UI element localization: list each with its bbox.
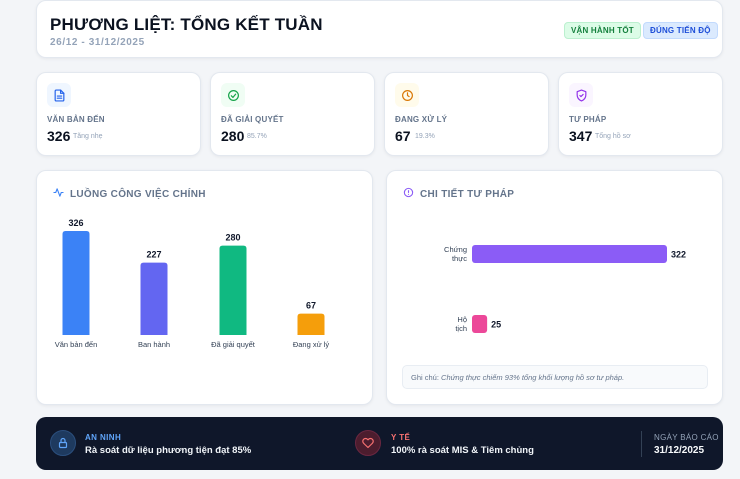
security-text: Rà soát dữ liệu phương tiện đạt 85%	[85, 445, 252, 456]
stat-sub: Tăng nhẹ	[73, 133, 103, 140]
workflow-bar-chart: 326 Văn bản đến 227 Ban hành 280 Đã giải quyế…	[55, 218, 330, 349]
info-circle-icon	[403, 187, 414, 201]
bar-value-label: 227	[146, 250, 161, 260]
status-badge: VẬN HÀNH TỐT	[564, 22, 641, 39]
footer-divider	[641, 431, 642, 457]
schedule-badge: ĐÚNG TIẾN ĐỘ	[643, 22, 718, 39]
x-tick-label: Đang xử lý	[293, 340, 330, 349]
stat-value: 67	[395, 128, 411, 144]
y-tick-label: tịch	[455, 324, 467, 333]
report-date: 31/12/2025	[654, 445, 705, 456]
y-tick-label: Hộ	[457, 315, 467, 324]
workflow-chart-card: LUỒNG CÔNG VIỆC CHÍNH 326 Văn bản đến 227 B…	[36, 170, 373, 405]
x-tick-label: Văn bản đến	[55, 340, 98, 349]
stat-value: 280	[221, 128, 245, 144]
y-tick-label: thực	[452, 254, 467, 263]
page-title: PHƯƠNG LIỆT: TỔNG KẾT TUẦN	[50, 15, 323, 34]
lock-icon	[50, 430, 76, 456]
clock-icon	[395, 83, 419, 107]
workflow-chart-title: LUỒNG CÔNG VIỆC CHÍNH	[70, 188, 206, 200]
security-label: AN NINH	[85, 433, 122, 442]
heart-icon	[355, 430, 381, 456]
stat-sub: 19.3%	[415, 133, 435, 140]
stat-label: ĐANG XỬ LÝ	[395, 115, 448, 124]
bar-value-label: 280	[225, 233, 240, 243]
stat-card-resolved: ĐÃ GIẢI QUYẾT 280 85.7%	[210, 72, 375, 156]
stat-sub: Tổng hồ sơ	[595, 133, 631, 140]
hbar	[472, 315, 488, 333]
chart-note: Ghi chú: Chứng thực chiếm 93% tổng khối …	[402, 365, 708, 389]
report-date-label: NGÀY BÁO CÁO	[654, 433, 719, 442]
date-range: 26/12 - 31/12/2025	[50, 37, 145, 48]
bar-value-label: 322	[671, 250, 686, 260]
stat-card-processing: ĐANG XỬ LÝ 67 19.3%	[384, 72, 549, 156]
activity-icon	[53, 187, 64, 201]
footer-bar: AN NINH Rà soát dữ liệu phương tiện đạt …	[36, 417, 723, 470]
bar-value-label: 67	[306, 301, 316, 311]
shield-check-icon	[569, 83, 593, 107]
x-tick-label: Đã giải quyết	[211, 340, 256, 349]
y-tick-label: Chứng	[444, 245, 467, 254]
health-text: 100% rà soát MIS & Tiêm chủng	[391, 445, 534, 456]
bar	[140, 262, 168, 335]
bar-value-label: 25	[491, 320, 501, 330]
bar	[219, 245, 247, 335]
workflow-chart-header: LUỒNG CÔNG VIỆC CHÍNH	[53, 187, 206, 201]
bar	[297, 313, 325, 335]
hbar	[472, 245, 667, 263]
check-circle-icon	[221, 83, 245, 107]
stat-card-justice: TƯ PHÁP 347 Tổng hồ sơ	[558, 72, 723, 156]
stat-value: 347	[569, 128, 593, 144]
note-text: Chứng thực chiếm 93% tổng khối lượng hồ …	[441, 373, 625, 382]
stat-label: VĂN BẢN ĐẾN	[47, 115, 105, 124]
justice-chart-title: CHI TIẾT TƯ PHÁP	[420, 188, 515, 200]
justice-chart-header: CHI TIẾT TƯ PHÁP	[403, 187, 514, 201]
bar-value-label: 326	[68, 218, 83, 228]
note-prefix: Ghi chú:	[411, 373, 439, 382]
document-icon	[47, 83, 71, 107]
header-card: PHƯƠNG LIỆT: TỔNG KẾT TUẦN 26/12 - 31/12…	[36, 0, 723, 58]
stat-sub: 85.7%	[247, 133, 267, 140]
justice-chart-card: CHI TIẾT TƯ PHÁP 322 Chứng thực 25 Hộ tịch Gh…	[386, 170, 723, 405]
stat-value: 326	[47, 128, 71, 144]
stat-label: TƯ PHÁP	[569, 115, 607, 124]
health-label: Y TẾ	[391, 433, 411, 442]
x-tick-label: Ban hành	[138, 340, 170, 349]
bar	[62, 231, 90, 335]
stat-card-incoming: VĂN BẢN ĐẾN 326 Tăng nhẹ	[36, 72, 201, 156]
stat-label: ĐÃ GIẢI QUYẾT	[221, 115, 284, 124]
